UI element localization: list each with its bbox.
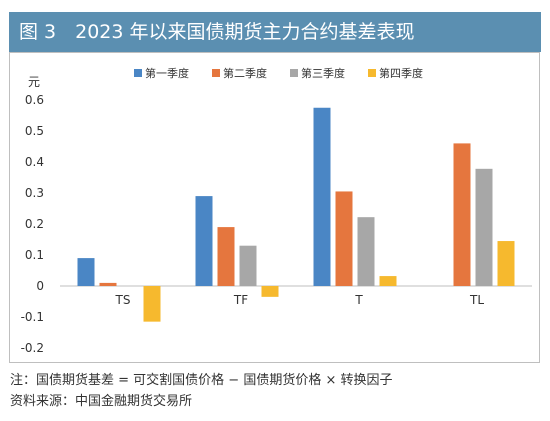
x-tick-label-tl: TL bbox=[469, 293, 484, 307]
bar-ts-q2 bbox=[99, 282, 117, 286]
bar-tl-q3 bbox=[475, 168, 493, 286]
figure-title: 图 3 2023 年以来国债期货主力合约基差表现 bbox=[19, 21, 415, 43]
y-tick-label: 0.3 bbox=[25, 186, 44, 200]
figure-title-banner: 图 3 2023 年以来国债期货主力合约基差表现 bbox=[9, 12, 541, 52]
y-tick-label: 0 bbox=[36, 279, 44, 293]
legend-label-q3: 第三季度 bbox=[301, 66, 345, 80]
legend-label-q2: 第二季度 bbox=[223, 66, 267, 80]
bar-t-q4 bbox=[379, 276, 397, 286]
bar-ts-q1 bbox=[77, 258, 95, 286]
y-tick-label: 0.5 bbox=[25, 124, 44, 138]
bar-ts-q4 bbox=[143, 286, 161, 322]
bar-t-q3 bbox=[357, 217, 375, 286]
legend-swatch-q3 bbox=[290, 69, 298, 77]
x-tick-label-t: T bbox=[354, 293, 363, 307]
y-tick-label: -0.1 bbox=[21, 310, 44, 324]
figure-note: 注：国债期货基差 = 可交割国债价格 − 国债期货价格 × 转换因子 bbox=[10, 373, 393, 388]
x-tick-label-tf: TF bbox=[233, 293, 248, 307]
legend-swatch-q4 bbox=[368, 69, 376, 77]
y-tick-label: 0.4 bbox=[25, 155, 44, 169]
figure-source: 资料来源：中国金融期货交易所 bbox=[10, 394, 193, 409]
legend-swatch-q1 bbox=[134, 69, 142, 77]
legend-label-q4: 第四季度 bbox=[379, 66, 423, 80]
bar-tf-q1 bbox=[195, 196, 213, 286]
y-tick-label: 0.1 bbox=[25, 248, 44, 262]
bar-tl-q4 bbox=[497, 241, 515, 286]
y-tick-label: 0.2 bbox=[25, 217, 44, 231]
bar-tf-q2 bbox=[217, 227, 235, 286]
bar-tf-q3 bbox=[239, 245, 257, 286]
y-axis-label: 元 bbox=[28, 75, 40, 89]
bar-tl-q2 bbox=[453, 143, 471, 286]
x-axis-ticks: TS TF T TL bbox=[115, 293, 485, 307]
legend-swatch-q2 bbox=[212, 69, 220, 77]
chart-frame bbox=[9, 52, 540, 363]
bar-t-q2 bbox=[335, 191, 353, 286]
bars-group bbox=[77, 107, 515, 322]
legend-label-q1: 第一季度 bbox=[145, 66, 189, 80]
bar-tf-q4 bbox=[261, 286, 279, 297]
y-tick-label: -0.2 bbox=[21, 341, 44, 355]
x-tick-label-ts: TS bbox=[115, 293, 131, 307]
y-tick-label: 0.6 bbox=[25, 93, 44, 107]
y-axis-ticks: 0.6 0.5 0.4 0.3 0.2 0.1 0 -0.1 -0.2 bbox=[21, 93, 44, 355]
bar-t-q1 bbox=[313, 107, 331, 286]
chart-legend: 第一季度 第二季度 第三季度 第四季度 bbox=[134, 66, 423, 80]
